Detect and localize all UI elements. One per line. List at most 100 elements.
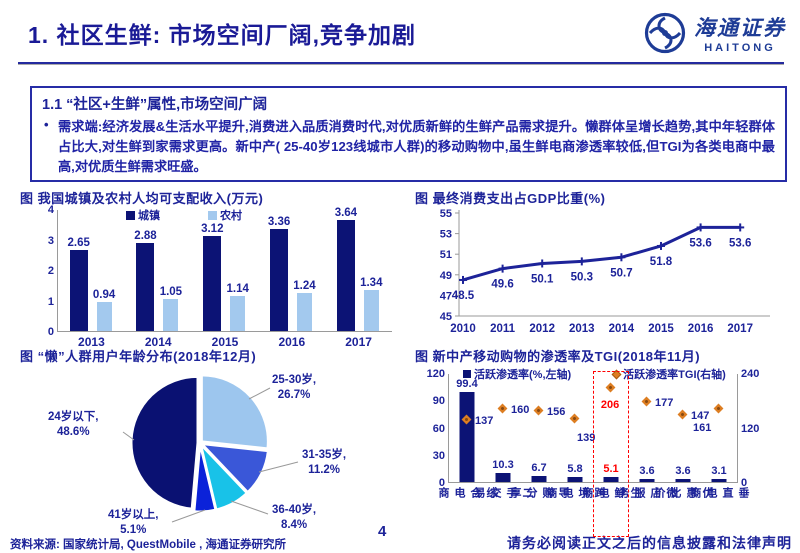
leader-line	[171, 509, 206, 523]
bar-column: 1.14	[226, 283, 249, 331]
y-tick-label: 51	[440, 249, 452, 261]
y-tick-label: 0	[47, 326, 54, 338]
y-tick-label: 4	[47, 204, 54, 216]
leader-line	[248, 387, 271, 400]
category-column: 5.1 206 生鲜电商	[581, 371, 641, 537]
y-tick-label: 1	[47, 295, 54, 308]
tgi-marker	[497, 403, 508, 414]
pie-slice-label: 41岁以上, 5.1%	[108, 508, 159, 538]
pie-label-name: 24岁以下,	[48, 411, 99, 423]
tgi-marker	[713, 403, 724, 414]
category-label: 垂直电商	[689, 487, 749, 500]
bar-value-label: 1.14	[226, 283, 249, 296]
bar-column: 2.88	[134, 230, 157, 331]
point-value-label: 50.7	[610, 267, 632, 279]
legend-swatch	[208, 210, 217, 220]
pie-label-name: 31-35岁,	[302, 449, 347, 461]
haitong-logo: 海通证券 HAITONG	[644, 12, 786, 54]
bullet-row: • 需求端:经济发展&生活水平提升,消费进入品质消费时代,对优质新鲜的生鲜产品需…	[42, 117, 775, 176]
bar-group: 3.64 1.34 2017	[325, 207, 392, 349]
category-column: 3.6 147 优惠比价	[653, 374, 713, 500]
bar	[675, 478, 691, 482]
section-heading: 1.1 “社区+生鲜”属性,市场空间广阔	[42, 97, 268, 113]
pie-chart-plot	[122, 374, 299, 523]
pie-label-name: 36-40岁,	[272, 504, 317, 516]
bar	[363, 290, 379, 331]
bullet-marker: •	[44, 117, 49, 132]
legend-swatch	[463, 370, 471, 378]
category-label: 导购分享	[509, 487, 569, 500]
legend-item: 活跃渗透率(%,左轴)	[463, 366, 571, 382]
income-bar-chart-panel: 图 我国城镇及农村人均可支配收入(万元) 城镇 农村 2.65 0.94 2013 2.…	[20, 188, 405, 349]
pie-slice-label: 25-30岁, 26.7%	[272, 373, 316, 403]
legend-label: 活跃渗透率(%,左轴)	[474, 369, 572, 381]
tgi-combo-chart-panel: 图 新中产移动购物的渗透率及TGI(2018年11月) 活跃渗透率(%,左轴) 活…	[415, 346, 800, 546]
pie-slice	[193, 445, 217, 513]
bar	[136, 243, 155, 331]
x-tick-label: 2014	[144, 335, 172, 349]
bar-group: 2.65 0.94 2013	[58, 210, 125, 349]
right-y-tick-label: 120	[741, 422, 760, 435]
bar-column: 3.12	[201, 223, 223, 331]
gdp-chart-title: 图 最终消费支出占GDP比重(%)	[415, 191, 606, 206]
category-column: 99.4 137 综合电商	[437, 374, 497, 500]
left-y-tick-label: 60	[432, 422, 445, 435]
bar	[296, 293, 312, 331]
bar	[163, 298, 179, 331]
category-column: 3.1 161 垂直电商	[689, 374, 749, 500]
pie-label-value: 11.2%	[308, 463, 341, 476]
pie-label-value: 48.6%	[56, 425, 90, 438]
bar-group: 3.36 1.24 2016	[258, 210, 325, 349]
category-column: 10.3 160 二手交易	[473, 374, 533, 500]
bar-value-label: 2.88	[134, 230, 157, 243]
left-y-tick-label: 120	[426, 368, 445, 380]
bar-value-label: 3.6	[639, 464, 655, 477]
bar-value-label: 1.05	[159, 285, 183, 298]
x-tick-label: 2017	[345, 335, 372, 349]
income-chart-bars: 2.65 0.94 2013 2.88 1.05 2014 3.12 1.14 2015 3.36…	[58, 207, 392, 349]
tgi-marker	[569, 413, 580, 424]
y-tick-label: 2	[47, 265, 54, 277]
pie-label-value: 5.1%	[120, 523, 147, 536]
bar	[495, 472, 511, 482]
pie-slice-label: 24岁以下, 48.6%	[48, 410, 99, 440]
y-tick-label: 45	[440, 311, 452, 323]
leader-line	[122, 431, 135, 441]
right-y-tick-label: 0	[741, 477, 748, 489]
legend-label: 农村	[220, 210, 242, 222]
bar-column: 3.64	[335, 207, 357, 331]
category-column: 6.7 156 导购分享	[509, 374, 569, 500]
pie-chart-title: 图 “懒”人群用户年龄分布(2018年12月)	[20, 349, 257, 364]
bar	[639, 478, 655, 482]
y-tick-label: 49	[440, 270, 452, 282]
source-note: 资料来源: 国家统计局, QuestMobile , 海通证券研究所	[10, 539, 287, 551]
x-tick-label: 2010	[450, 323, 476, 335]
x-tick-label: 2016	[278, 335, 306, 349]
left-y-tick-label: 0	[438, 477, 445, 489]
point-value-label: 53.6	[729, 237, 751, 249]
pie-label-value: 26.7%	[277, 388, 311, 401]
tgi-chart-plot: 0 30 60 90 120 0 120 240 99.4 137 综合电商 10.3 160 二手交易 6…	[427, 368, 759, 537]
tgi-value-label: 147	[691, 410, 710, 423]
page-number: 4	[378, 523, 387, 540]
right-y-tick-label: 240	[741, 368, 760, 380]
y-tick-label: 53	[440, 229, 452, 241]
age-pie-chart-panel: 图 “懒”人群用户年龄分布(2018年12月) 25-30岁, 26.7% 31-3…	[20, 346, 415, 551]
gdp-line-chart-panel: 图 最终消费支出占GDP比重(%) 45 47 49 51 53 55 2010 2011 20…	[415, 188, 790, 346]
header-divider	[18, 62, 784, 65]
bar-value-label: 3.12	[201, 222, 224, 235]
legend-item: 城镇	[126, 207, 160, 223]
bar	[230, 296, 246, 331]
tgi-value-label: 177	[655, 396, 674, 409]
x-tick-label: 2015	[648, 323, 674, 335]
pie-slice	[130, 375, 199, 510]
x-tick-label: 2015	[211, 335, 239, 349]
x-tick-label: 2012	[529, 323, 555, 335]
income-chart-title: 图 我国城镇及农村人均可支配收入(万元)	[20, 191, 264, 206]
logo-text: 海通证券 HAITONG	[694, 12, 786, 54]
tgi-value-label: 206	[600, 399, 620, 412]
tgi-chart-legend: 活跃渗透率(%,左轴) 活跃渗透率TGI(右轴)	[463, 366, 726, 382]
logo-chinese-name: 海通证券	[694, 17, 786, 40]
pie-slice	[199, 441, 249, 511]
